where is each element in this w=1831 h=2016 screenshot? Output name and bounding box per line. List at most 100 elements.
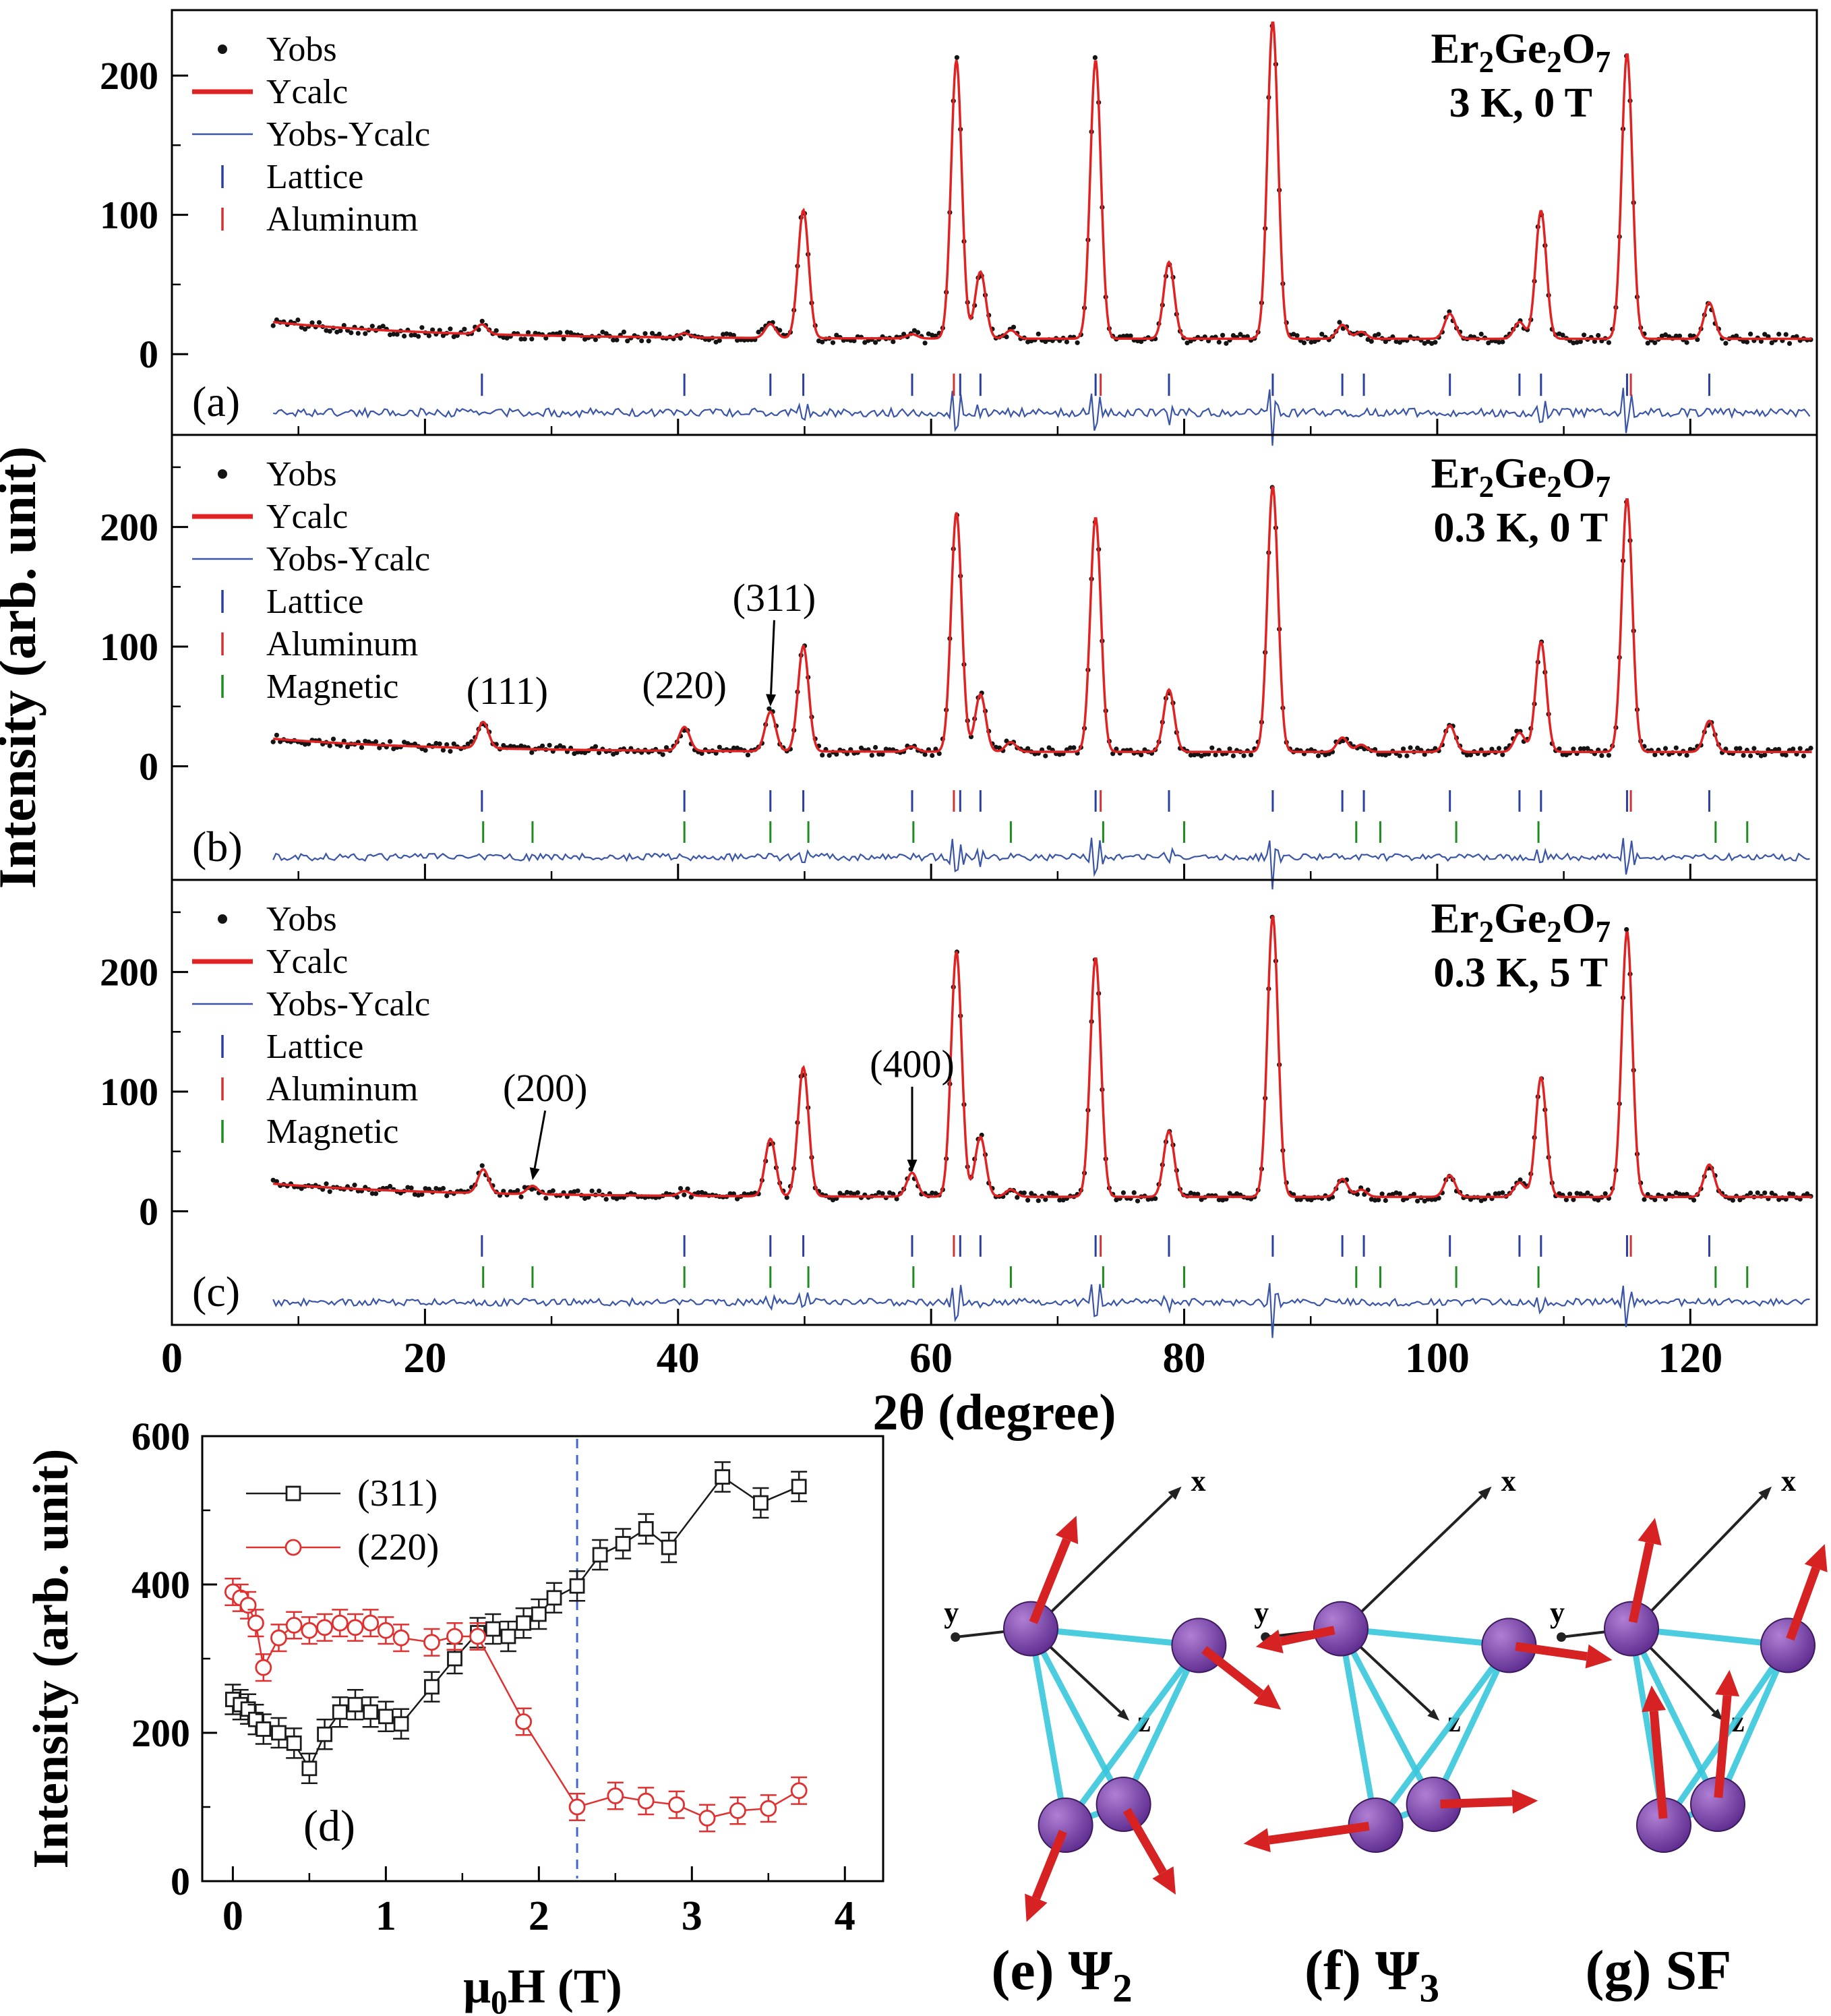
- data-marker: [790, 1782, 808, 1800]
- spin-caption-f: (f) Ψ3: [1304, 1939, 1439, 2011]
- magnetic-reflection-ticks: [482, 1266, 1749, 1288]
- y-axis-label: y: [1550, 1596, 1565, 1629]
- spin-arrow: [1122, 1808, 1176, 1895]
- panel-letter: (a): [192, 378, 240, 425]
- legend-label: Lattice: [266, 583, 363, 621]
- spin-arrow: [1642, 1685, 1668, 1819]
- legend-label: Magnetic: [266, 1113, 398, 1151]
- y-tick-label: 600: [131, 1415, 190, 1458]
- panel-b: 0 100 200 Yobs Ycalc Yobs-Ycalc Lattice Aluminu…: [100, 434, 1818, 890]
- data-marker: [729, 1802, 746, 1819]
- ycalc-curve: [272, 486, 1812, 753]
- x-axis-label: x: [1781, 1464, 1796, 1498]
- panel-letter: (c): [192, 1268, 240, 1315]
- ion-spheres: [1313, 1601, 1537, 1853]
- legend-label: Yobs: [266, 900, 337, 939]
- legend-label: Ycalc: [266, 73, 348, 111]
- peak-annotation: (220): [642, 663, 727, 707]
- data-marker: [424, 1679, 440, 1695]
- panel-frame: [171, 9, 1818, 436]
- annotation-arrow: [529, 1110, 547, 1181]
- legend-dot-symbol: [218, 45, 227, 54]
- data-marker: [446, 1628, 463, 1645]
- legend-label: Yobs-Ycalc: [266, 115, 430, 154]
- spin-arrow: [1786, 1544, 1828, 1641]
- data-marker: [256, 1721, 272, 1737]
- series-311: [224, 1461, 808, 1785]
- y-tick-label: 0: [171, 1860, 190, 1903]
- data-marker: [516, 1615, 532, 1631]
- y-axis-ticks: 0 100 200: [100, 911, 188, 1233]
- data-marker: [316, 1619, 333, 1636]
- data-marker: [592, 1547, 608, 1563]
- peak-annotation: (200): [503, 1066, 588, 1110]
- spin-arrows: [1628, 1518, 1828, 1819]
- data-marker: [377, 1622, 394, 1639]
- shared-x-axis-title: 2θ (degree): [872, 1384, 1116, 1441]
- lattice-reflection-ticks: [481, 374, 1710, 396]
- legend: Yobs Ycalc Yobs-Ycalc Lattice Aluminum Magnet…: [192, 455, 430, 706]
- y-tick-label: 100: [100, 1070, 158, 1114]
- data-marker: [301, 1622, 318, 1639]
- ion-sphere: [1604, 1601, 1659, 1657]
- x-axis-arrow: [1641, 1486, 1772, 1622]
- data-marker: [469, 1628, 486, 1645]
- spin-diagram-e: xyz: [944, 1464, 1282, 1922]
- aluminum-reflection-ticks: [953, 1235, 1632, 1257]
- ion-spheres: [1003, 1601, 1227, 1853]
- data-marker: [515, 1713, 533, 1730]
- lattice-reflection-ticks: [481, 790, 1710, 812]
- data-marker: [247, 1614, 264, 1632]
- legend-label: Ycalc: [266, 498, 348, 536]
- y-axis-ticks: 0 100 200: [100, 54, 188, 376]
- spin-arrows: [1243, 1626, 1613, 1853]
- spin-arrow: [1029, 1516, 1079, 1624]
- ion-sphere: [1095, 1777, 1151, 1832]
- data-marker: [363, 1704, 379, 1720]
- y-tick-label: 100: [100, 625, 158, 669]
- y-tick-label: 200: [100, 506, 158, 550]
- legend-label: (220): [357, 1526, 439, 1568]
- data-marker: [500, 1628, 516, 1644]
- data-marker: [347, 1619, 364, 1636]
- x-axis-ticks: [171, 419, 1818, 435]
- annotation-arrow: [766, 620, 777, 707]
- legend-label: Lattice: [266, 1028, 363, 1066]
- peak-annotation: (111): [467, 669, 548, 713]
- data-marker: [447, 1651, 462, 1667]
- data-marker: [347, 1696, 363, 1713]
- legend-dot-symbol: [218, 469, 227, 479]
- data-marker: [531, 1606, 547, 1622]
- data-marker: [607, 1787, 624, 1804]
- data-marker: [271, 1725, 287, 1741]
- y-tick-label: 100: [100, 194, 158, 237]
- y-axis-end-dot: [951, 1632, 961, 1642]
- peak-annotation: (311): [733, 576, 816, 620]
- residual-curve: [273, 388, 1811, 446]
- data-marker: [760, 1800, 777, 1817]
- legend-dot-symbol: [218, 914, 227, 924]
- data-marker: [393, 1716, 409, 1732]
- ion-sphere: [1313, 1601, 1369, 1657]
- spin-caption-g: (g) SF: [1586, 1939, 1732, 2002]
- x-tick-label: 20: [403, 1334, 446, 1382]
- legend-label: Magnetic: [266, 668, 398, 706]
- spin-arrow: [1201, 1646, 1282, 1710]
- panel-a: 0 100 200 Yobs Ycalc Yobs-Ycalc Lattice Aluminu…: [100, 9, 1818, 446]
- panel-frame: [171, 879, 1818, 1326]
- data-marker: [332, 1704, 348, 1720]
- y-tick-label: 200: [131, 1711, 190, 1755]
- panel-letter: (d): [303, 1802, 355, 1851]
- annotation-arrow: [907, 1086, 918, 1172]
- x-tick-label: 0: [222, 1893, 243, 1939]
- lattice-reflection-ticks: [481, 1235, 1710, 1257]
- magnetic-reflection-ticks: [482, 821, 1749, 843]
- x-tick-label: 80: [1163, 1334, 1206, 1382]
- x-tick-label: 2: [529, 1893, 549, 1939]
- data-marker: [331, 1614, 349, 1632]
- data-marker: [753, 1495, 769, 1511]
- panel-formula: Er2Ge2O7: [1431, 449, 1611, 504]
- data-marker: [637, 1792, 655, 1810]
- data-marker: [423, 1634, 440, 1651]
- data-marker: [638, 1521, 654, 1537]
